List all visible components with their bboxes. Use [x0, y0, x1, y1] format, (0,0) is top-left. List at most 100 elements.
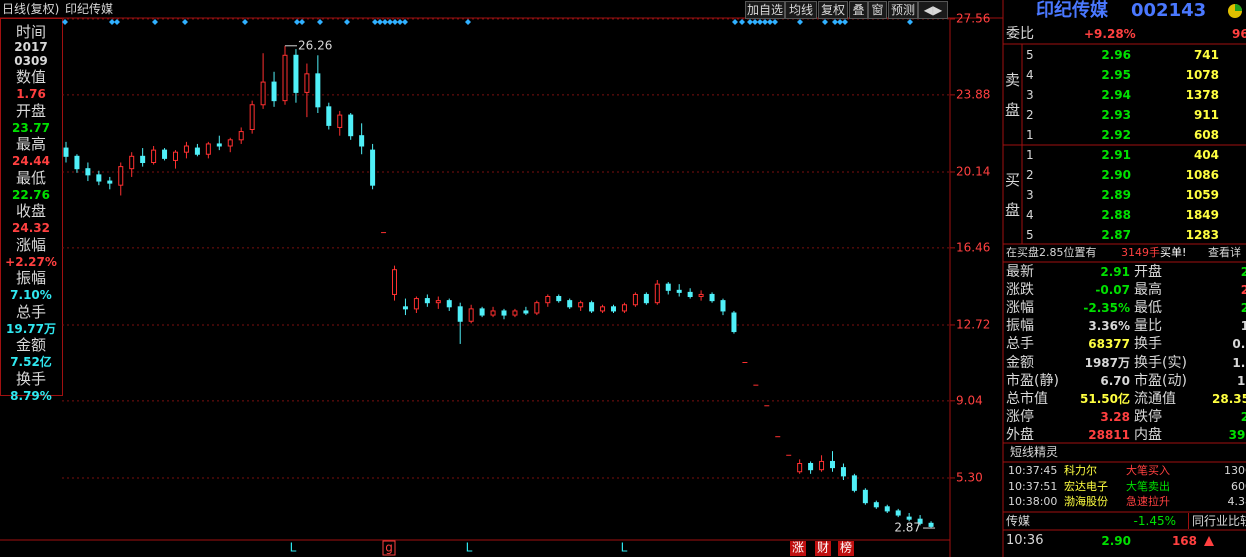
ratio-diff: 96	[1232, 27, 1246, 41]
event-marker: L	[290, 541, 297, 555]
event-flag	[114, 19, 120, 25]
book-level: 1	[1026, 148, 1034, 162]
candle-body	[118, 166, 124, 186]
quote-label: 市盈(动)	[1134, 372, 1187, 389]
candle-body	[917, 518, 923, 524]
info-value: 19.77万	[6, 321, 56, 336]
candle-body	[698, 293, 704, 298]
quote-label: 涨幅	[1006, 300, 1034, 317]
book-volume: 911	[1193, 108, 1219, 122]
candle-body	[326, 106, 332, 126]
candle-body	[534, 302, 540, 314]
y-tick-label: 5.30	[956, 470, 983, 484]
info-label: 最高	[15, 135, 46, 153]
toolbar-button[interactable]: 加自选	[745, 1, 785, 19]
book-level: 3	[1026, 188, 1034, 202]
y-tick-label: 20.14	[956, 164, 990, 178]
candle-body	[271, 81, 277, 102]
quote-label: 换手	[1134, 336, 1162, 353]
toolbar-button[interactable]: 均线	[785, 1, 817, 19]
event-flag	[832, 19, 838, 25]
quote-label: 总市值	[1006, 390, 1048, 407]
book-volume: 608	[1193, 128, 1219, 142]
candle-body	[928, 522, 934, 527]
alert-cell: 科力尔	[1064, 464, 1097, 477]
book-level: 3	[1026, 88, 1034, 102]
candle-body	[490, 310, 496, 316]
quote-label: 开盘	[1134, 264, 1162, 280]
event-flag	[317, 19, 323, 25]
candle-body	[545, 296, 551, 304]
candle-body	[523, 310, 529, 314]
candle-body	[862, 489, 868, 504]
info-value: 1.76	[16, 87, 46, 101]
candle-body	[74, 155, 80, 170]
book-level: 1	[1026, 128, 1034, 142]
book-volume: 1849	[1185, 208, 1219, 222]
quote-value: 28811	[1088, 427, 1130, 442]
info-label: 金额	[15, 336, 46, 354]
candle-body	[851, 475, 857, 491]
tick-time: 10:36	[1006, 533, 1044, 548]
quote-label: 涨跌	[1006, 282, 1034, 299]
candle-body	[205, 143, 211, 155]
alert-cell: 10:38:00	[1008, 495, 1058, 508]
alert-cell: 宏达电子	[1064, 479, 1108, 493]
book-volume: 1378	[1185, 88, 1219, 102]
quote-label: 最低	[1134, 300, 1162, 317]
candle-body	[512, 310, 518, 316]
quote-value: 2.6	[1240, 409, 1246, 424]
alert-cell: 600	[1231, 479, 1246, 493]
candle-body	[140, 155, 146, 163]
candle-body	[227, 139, 233, 147]
notice-text: 查看详	[1208, 246, 1241, 259]
toolbar-button[interactable]: 预测	[888, 1, 918, 19]
candle-body	[282, 54, 288, 102]
event-marker: 涨	[792, 540, 804, 555]
event-flag	[392, 19, 398, 25]
quote-value: 2.9	[1240, 283, 1246, 298]
quote-value: 1.2	[1240, 319, 1246, 334]
toolbar-button[interactable]: ◀▶	[918, 1, 948, 19]
pie-icon-slice	[1235, 4, 1242, 11]
quote-label: 涨停	[1006, 408, 1034, 425]
candle-body	[315, 73, 321, 108]
min-label: 2.87	[894, 521, 921, 535]
y-tick-label: 23.88	[956, 87, 990, 101]
quote-label: 总手	[1006, 336, 1034, 353]
quote-label: 内盘	[1134, 426, 1162, 443]
toolbar-button[interactable]: 窗	[868, 1, 887, 19]
candle-body	[129, 155, 135, 170]
alert-cell: 大笔买入	[1126, 464, 1170, 477]
book-price: 2.95	[1101, 68, 1131, 82]
candle-body	[830, 460, 835, 469]
max-label: 26.26	[298, 38, 332, 52]
event-marker: 榜	[840, 540, 852, 555]
event-flag	[397, 19, 403, 25]
candle-body	[183, 145, 189, 153]
event-flag	[182, 19, 188, 25]
sector-button[interactable]: 同行业比较	[1188, 513, 1246, 529]
candle-body	[501, 310, 507, 316]
event-marker: 财	[817, 541, 829, 555]
side-label: 买	[1005, 171, 1021, 189]
toolbar-button[interactable]: 叠	[849, 1, 868, 19]
candle-body	[895, 510, 901, 516]
quote-value: 51.50亿	[1080, 391, 1130, 406]
info-value: 24.32	[12, 221, 50, 235]
book-volume: 404	[1193, 148, 1219, 162]
alert-cell: 4.38	[1227, 495, 1246, 508]
side-label: 盘	[1005, 101, 1021, 119]
quote-value: 3.36%	[1088, 319, 1130, 334]
toolbar-button[interactable]: 复权	[818, 1, 848, 19]
candle-body	[840, 467, 846, 477]
alert-cell: 10:37:45	[1008, 464, 1058, 477]
event-flag	[842, 19, 848, 25]
candle-body	[359, 135, 365, 147]
candle-body	[479, 308, 485, 316]
stock-name: 印纪传媒	[1036, 0, 1108, 21]
candle-body	[337, 114, 343, 128]
candle-body	[906, 516, 912, 520]
